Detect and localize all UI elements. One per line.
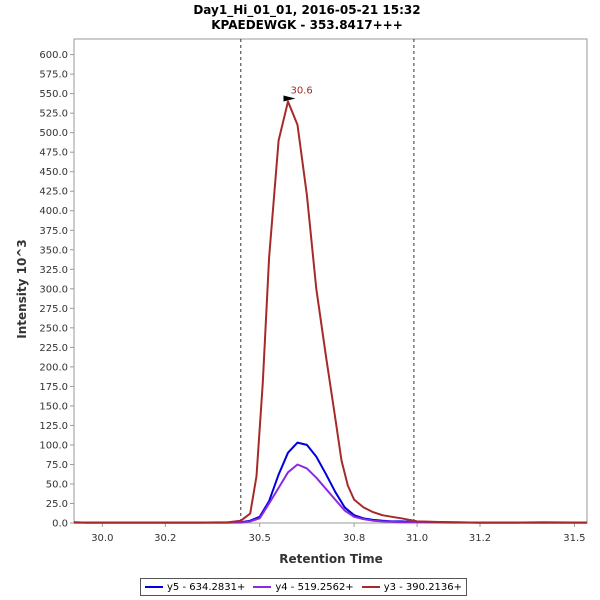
y-tick-label: 550.0 [39,89,68,100]
legend-item: y3 - 390.2136+ [361,581,463,593]
y-tick-label: 600.0 [39,50,68,61]
y-tick-label: 575.0 [39,70,68,81]
y-tick-label: 425.0 [39,187,68,198]
y-tick-label: 225.0 [39,343,68,354]
y-tick-label: 125.0 [39,421,68,432]
y-tick-label: 150.0 [39,401,68,412]
y-tick-label: 50.0 [46,479,68,490]
y-tick-label: 275.0 [39,304,68,315]
y-tick-label: 350.0 [39,245,68,256]
legend-swatch [361,586,380,588]
legend-label: y4 - 519.2562+ [275,581,354,593]
legend-label: y3 - 390.2136+ [383,581,463,593]
y-tick-label: 525.0 [39,109,68,120]
x-tick-label: 30.5 [249,533,271,544]
y-tick-label: 325.0 [39,265,68,276]
x-tick-label: 31.2 [469,533,491,544]
peak-marker-arrow [283,95,296,102]
y-tick-label: 175.0 [39,382,68,393]
chart-title: Day1_Hi_01_01, 2016-05-21 15:32 [193,3,420,18]
y-tick-label: 0.0 [52,519,68,530]
y-tick-label: 375.0 [39,226,68,237]
y-tick-label: 400.0 [39,206,68,217]
peak-annotation-label: 30.6 [290,85,312,96]
x-tick-label: 31.0 [406,533,428,544]
chart-legend: y5 - 634.2831+ y4 - 519.2562+ y3 - 390.213… [140,578,468,596]
y-tick-label: 75.0 [46,460,68,471]
plot-area: 0.0 25.0 50.0 75.0 100.0 125.0 150.0 175.0 200.0… [39,38,588,544]
legend-swatch [145,586,163,588]
y-tick-label: 200.0 [39,362,68,373]
x-tick-label: 30.2 [154,533,176,544]
legend-label: y5 - 634.2831+ [167,581,246,593]
y-axis-label: Intensity 10^3 [15,239,29,339]
plot-frame [73,38,588,524]
x-axis-label: Retention Time [279,552,383,566]
series-line [74,100,587,524]
x-tick-label: 30.8 [343,533,365,544]
legend-item: y4 - 519.2562+ [253,581,354,593]
y-tick-label: 300.0 [39,284,68,295]
y-tick-label: 25.0 [46,499,68,510]
x-tick-label: 30.0 [91,533,113,544]
y-tick-label: 475.0 [39,148,68,159]
chart-subtitle: KPAEDEWGK - 353.8417+++ [211,18,403,32]
y-tick-label: 450.0 [39,167,68,178]
y-tick-label: 250.0 [39,323,68,334]
x-tick-label: 31.5 [563,533,585,544]
legend-item: y5 - 634.2831+ [145,582,245,593]
y-tick-label: 500.0 [39,128,68,139]
legend-swatch [253,586,272,588]
y-tick-label: 100.0 [39,440,68,451]
